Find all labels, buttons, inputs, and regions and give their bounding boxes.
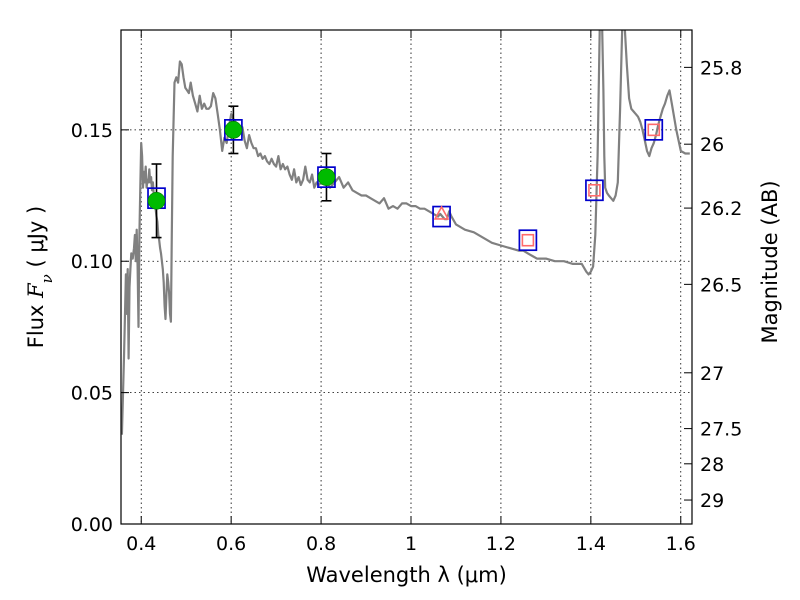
y2-tick-label: 27 [700,363,724,385]
axis-ticks: 0.4 0.6 0.8 1 1.2 1.4 1.6 0.00 0.05 0.10 0.15 25.8 2… [71,30,742,555]
upper-limit-square [588,183,601,197]
x-tick-label: 1.6 [666,533,696,555]
y-axis-label-subscript: ν [38,274,56,283]
y2-axis-label: Magnitude (AB) [758,180,782,343]
y-axis-label-unit: ( μJy ) [24,206,48,274]
y2-tick-label: 26.2 [700,198,742,220]
plot-series [121,30,690,435]
y-tick-label: 0.15 [71,120,113,142]
grid-lines [121,30,692,525]
model-photometry-box [518,229,538,252]
x-axis-label: Wavelength λ (μm) [306,563,507,587]
y2-tick-label: 28 [700,454,724,476]
y-tick-label: 0.05 [71,383,113,405]
upper-limit-triangle [433,205,450,220]
y-axis-label-symbol: F [24,282,48,299]
y2-tick-label: 26.5 [700,274,742,296]
y2-tick-label: 26 [700,134,724,156]
observed-point [317,168,336,186]
sed-model-line [121,30,690,435]
observed-point [224,121,243,139]
upper-limit-square [647,123,661,137]
y2-tick-label: 27.5 [700,419,742,441]
x-tick-label: 0.6 [216,533,246,555]
upper-limit-square [521,233,535,247]
y2-tick-label: 25.8 [700,57,742,79]
y-axis-label-prefix: Flux [24,298,48,348]
x-tick-label: 0.4 [126,533,156,555]
y-tick-label: 0.00 [71,514,113,536]
y2-tick-label: 29 [700,490,724,512]
y-axis-label: Flux Fν ( μJy ) [24,206,56,348]
plot-frame [120,29,693,525]
model-photometry-box [585,179,604,202]
x-tick-label: 1 [405,533,417,555]
x-tick-label: 0.8 [306,533,336,555]
observed-point [147,191,166,210]
x-tick-label: 1.2 [486,533,516,555]
model-photometry-box [644,119,664,141]
x-tick-label: 1.4 [576,533,606,555]
y-tick-label: 0.10 [71,251,113,273]
